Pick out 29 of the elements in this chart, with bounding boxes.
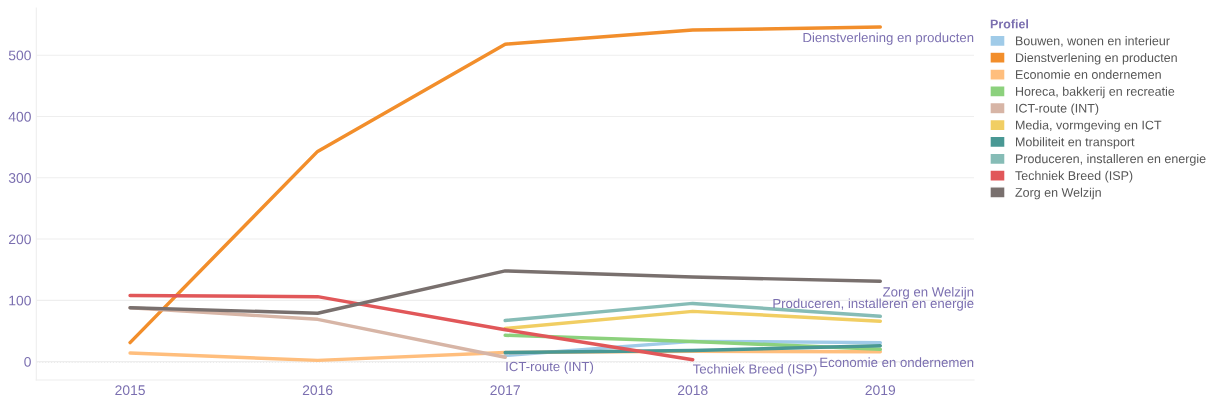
x-tick-label: 2015 — [115, 385, 145, 396]
legend-label: Techniek Breed (ISP) — [1015, 170, 1133, 183]
legend-label: Produceren, installeren en energie — [1016, 154, 1206, 166]
line-series — [128, 293, 695, 362]
annotation: ICT-route (INT) — [506, 361, 594, 374]
x-tick-label: 2016 — [302, 385, 333, 396]
y-tick-label: 400 — [8, 111, 31, 122]
x-tick-label: 2017 — [490, 385, 520, 396]
y-tick-label: 100 — [9, 295, 31, 306]
y-tick-label: 200 — [8, 234, 31, 245]
y-tick-label: 500 — [8, 50, 31, 61]
legend-title: Profiel — [990, 19, 1028, 29]
legend-label: Zorg en Welzijn — [1015, 187, 1101, 200]
annotation: Produceren, installeren en energie — [773, 298, 974, 311]
annotation: Zorg en Welzijn — [883, 286, 974, 300]
y-tick-label: 0 — [24, 356, 31, 367]
legend-label: Media, vormgeving en ICT — [1016, 120, 1162, 132]
legend-label: ICT-route (INT) — [1016, 103, 1099, 116]
legend-label: Dienstverlening en producten — [1016, 52, 1177, 65]
annotation: Economie en ondernemen — [820, 357, 974, 368]
x-tick-label: 2018 — [677, 385, 708, 396]
legend-label: Economie en ondernemen — [1016, 69, 1161, 79]
annotation: Techniek Breed (ISP) — [693, 363, 817, 377]
legend-label: Bouwen, wonen en interieur — [1016, 36, 1170, 47]
x-tick-label: 2019 — [865, 385, 896, 396]
y-tick-label: 300 — [8, 173, 31, 183]
annotation: Dienstverlening en producten — [803, 32, 974, 45]
legend-label: Mobiliteit en transport — [1016, 137, 1135, 149]
legend-label: Horeca, bakkerij en recreatie — [1016, 86, 1175, 99]
